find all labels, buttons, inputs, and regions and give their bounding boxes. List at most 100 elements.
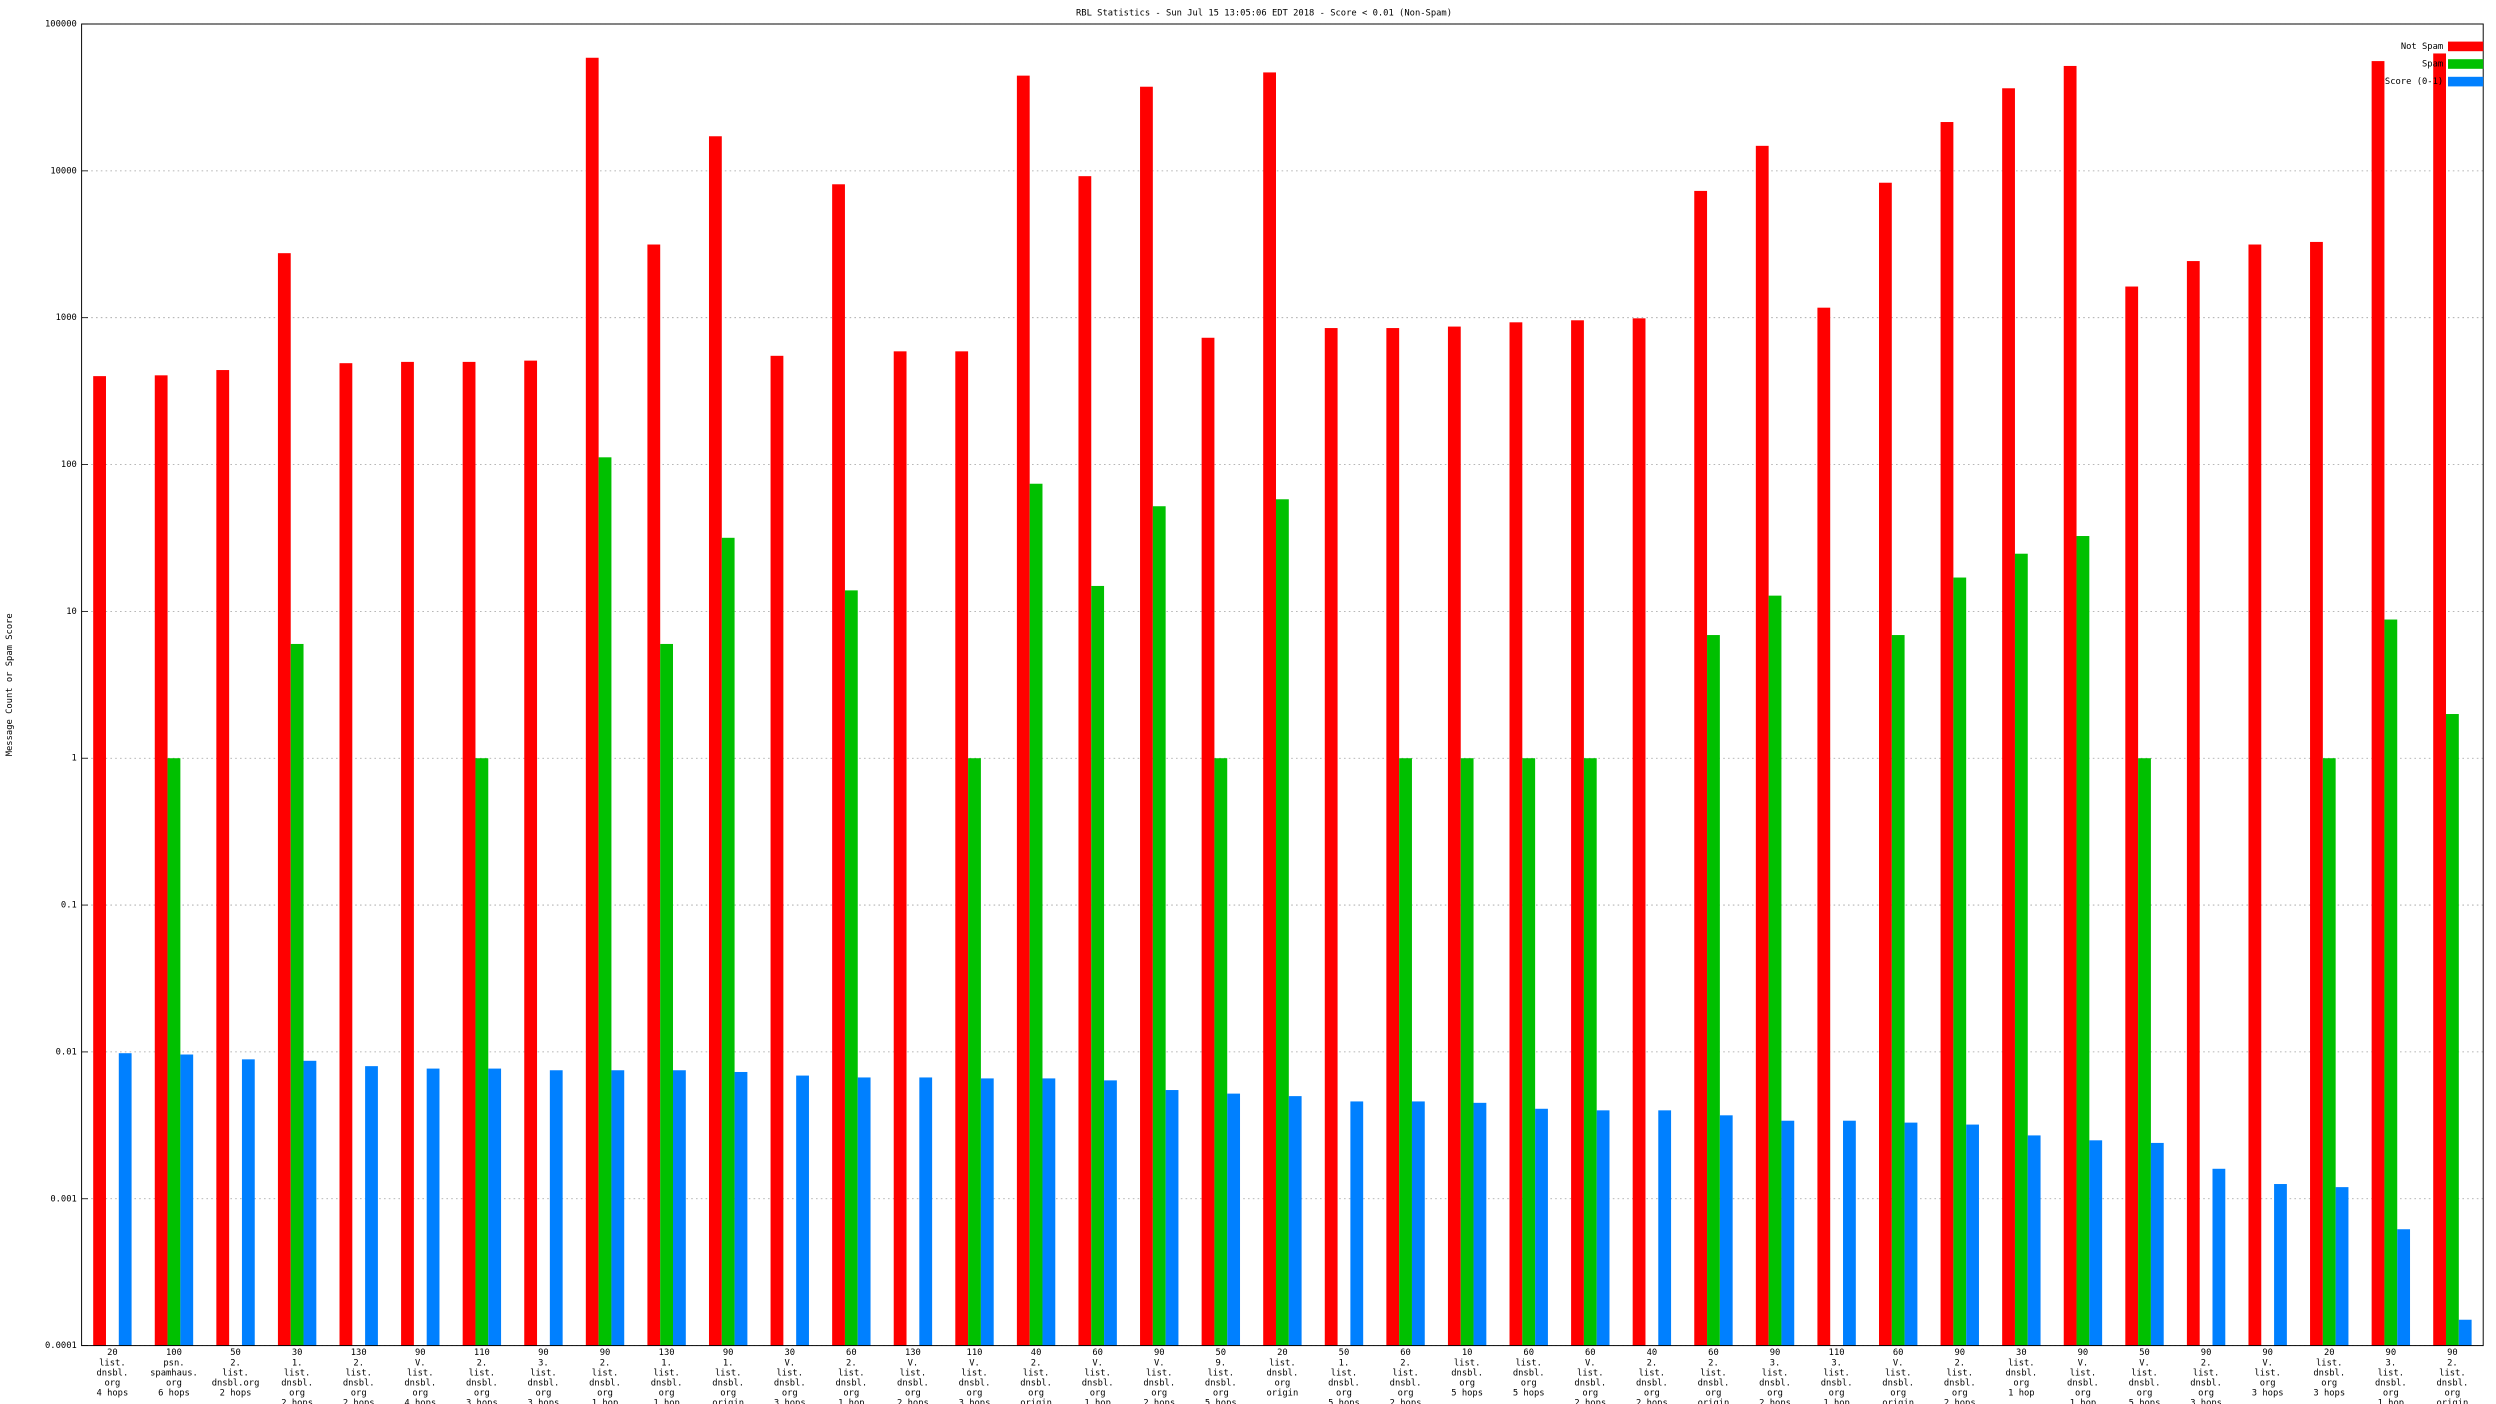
y-tick-label: 100000 (45, 20, 77, 30)
bar (1042, 1078, 1056, 1346)
x-tick-label-line: dnsbl. (1020, 1378, 1052, 1388)
bar (549, 1070, 563, 1346)
x-tick-label-line: org (1213, 1389, 1229, 1399)
x-tick-label-line: list. (1515, 1358, 1541, 1368)
x-tick-label-line: 30 (292, 1348, 303, 1358)
bar (2335, 1187, 2349, 1346)
bar (1165, 1090, 1179, 1346)
x-tick-label-line: org (597, 1389, 613, 1399)
bar (893, 351, 907, 1346)
x-tick-label-line: dnsbl. (2129, 1378, 2161, 1388)
x-tick-label-line: 40 (1031, 1348, 1042, 1358)
x-tick-label-line: 1. (1339, 1358, 1350, 1368)
x-tick-label-line: org (659, 1389, 675, 1399)
x-tick-label-line: 3 hops (2313, 1389, 2345, 1399)
x-tick-label-line: V. (784, 1358, 795, 1368)
legend-label: Spam (2422, 60, 2443, 70)
x-tick-label-line: dnsbl. (96, 1368, 128, 1378)
x-tick-label-line: list. (1700, 1368, 1726, 1378)
x-tick-label-line: spamhaus. (150, 1368, 198, 1378)
bar (647, 244, 661, 1346)
y-tick-label: 0.0001 (45, 1341, 77, 1351)
x-tick-label-line: dnsbl. (1390, 1378, 1422, 1388)
bar (1755, 145, 1769, 1346)
x-tick-label-line: list. (469, 1368, 495, 1378)
bar (180, 1054, 194, 1346)
x-tick-label-line: 2 hops (343, 1399, 375, 1404)
x-tick-label: 40 2. list. dnsbl. org 2 hops (1636, 1348, 1668, 1404)
x-tick-label-line: psn. (163, 1358, 184, 1368)
x-tick-label-line: org (2013, 1378, 2029, 1388)
bar (1276, 499, 1289, 1346)
x-tick-label-line: 90 (1954, 1348, 1965, 1358)
x-tick-label: 130 1. list. dnsbl. org 1 hop (651, 1348, 683, 1404)
x-tick-label-line: V. (2262, 1358, 2273, 1368)
bar (1473, 1102, 1487, 1346)
x-tick-label-line: 30 (784, 1348, 795, 1358)
x-tick-label-line: 50 (230, 1348, 241, 1358)
x-tick-label-line: origin (2437, 1399, 2469, 1404)
x-tick-label-line: dnsbl. (1574, 1378, 1606, 1388)
bar (673, 1070, 686, 1346)
x-tick-label-line: 90 (2078, 1348, 2089, 1358)
x-tick-label-line: 2 hops (220, 1389, 252, 1399)
x-tick-label-line: org (1028, 1389, 1044, 1399)
x-tick-label-line: org (289, 1389, 305, 1399)
x-tick-label: 50 V. list. dnsbl. org 5 hops (2129, 1348, 2161, 1404)
x-tick-label-line: 90 (538, 1348, 549, 1358)
bar (2212, 1168, 2226, 1346)
x-tick-label-line: 90 (2262, 1348, 2273, 1358)
bar (2433, 53, 2447, 1346)
bar (277, 253, 291, 1346)
x-tick-label-line: org (351, 1389, 367, 1399)
x-tick-label-line: 2 hops (1574, 1399, 1606, 1404)
x-tick-label: 90 V. list. dnsbl. org 4 hops (404, 1348, 436, 1404)
bar (1152, 506, 1166, 1346)
bar (1707, 635, 1720, 1346)
bar (1411, 1101, 1425, 1346)
bar (721, 537, 735, 1346)
x-tick-label: 130 2. list. dnsbl. org 2 hops (343, 1348, 375, 1404)
x-tick-label-line: org (1644, 1389, 1660, 1399)
x-tick-label-line: list. (222, 1368, 248, 1378)
x-tick-label-line: V. (908, 1358, 919, 1368)
x-tick-label: 110 2. list. dnsbl. org 3 hops (466, 1348, 498, 1404)
bar (93, 376, 106, 1346)
bar (1447, 326, 1461, 1346)
x-tick-label-line: org (474, 1389, 490, 1399)
x-tick-label: 90 3. list. dnsbl. org 1 hop (2375, 1348, 2407, 1404)
x-tick-label-line: origin (1698, 1399, 1730, 1404)
x-tick-label-line: dnsbl. (897, 1378, 929, 1388)
x-tick-label-line: 1 hop (838, 1399, 864, 1404)
x-tick-label-line: list. (530, 1368, 556, 1378)
x-tick-label-line: 2. (1954, 1358, 1965, 1368)
x-tick-label-line: org (1336, 1389, 1352, 1399)
bar (462, 361, 476, 1346)
x-tick-label-line: list. (2378, 1368, 2404, 1378)
bar (1878, 182, 1892, 1346)
plot-frame (81, 23, 2484, 1347)
x-tick-label-line: 3 hops (959, 1399, 991, 1404)
x-tick-label-line: dnsbl. (2005, 1368, 2037, 1378)
x-tick-label-line: list. (900, 1368, 926, 1378)
bar (2002, 88, 2015, 1346)
x-tick-label-line: 110 (1829, 1348, 1845, 1358)
bar (2063, 65, 2077, 1346)
bar (118, 1053, 132, 1346)
x-tick-label-line: 2 hops (281, 1399, 313, 1404)
x-tick-label-line: list. (1639, 1368, 1665, 1378)
bar (770, 355, 784, 1346)
bar (1904, 1122, 1918, 1346)
x-tick-label-line: 60 (846, 1348, 857, 1358)
bar (611, 1070, 625, 1346)
x-tick-label-line: V. (1092, 1358, 1103, 1368)
bar (2089, 1140, 2103, 1346)
bar (796, 1075, 809, 1346)
bar (365, 1066, 378, 1346)
x-tick-label-line: dnsbl. (1082, 1378, 1114, 1388)
bar (426, 1068, 440, 1346)
bar (488, 1068, 502, 1346)
x-tick-label-line: 90 (2386, 1348, 2397, 1358)
x-tick-label: 60 V. list. dnsbl. org 2 hops (1574, 1348, 1606, 1404)
x-tick-label-line: org (1398, 1389, 1414, 1399)
